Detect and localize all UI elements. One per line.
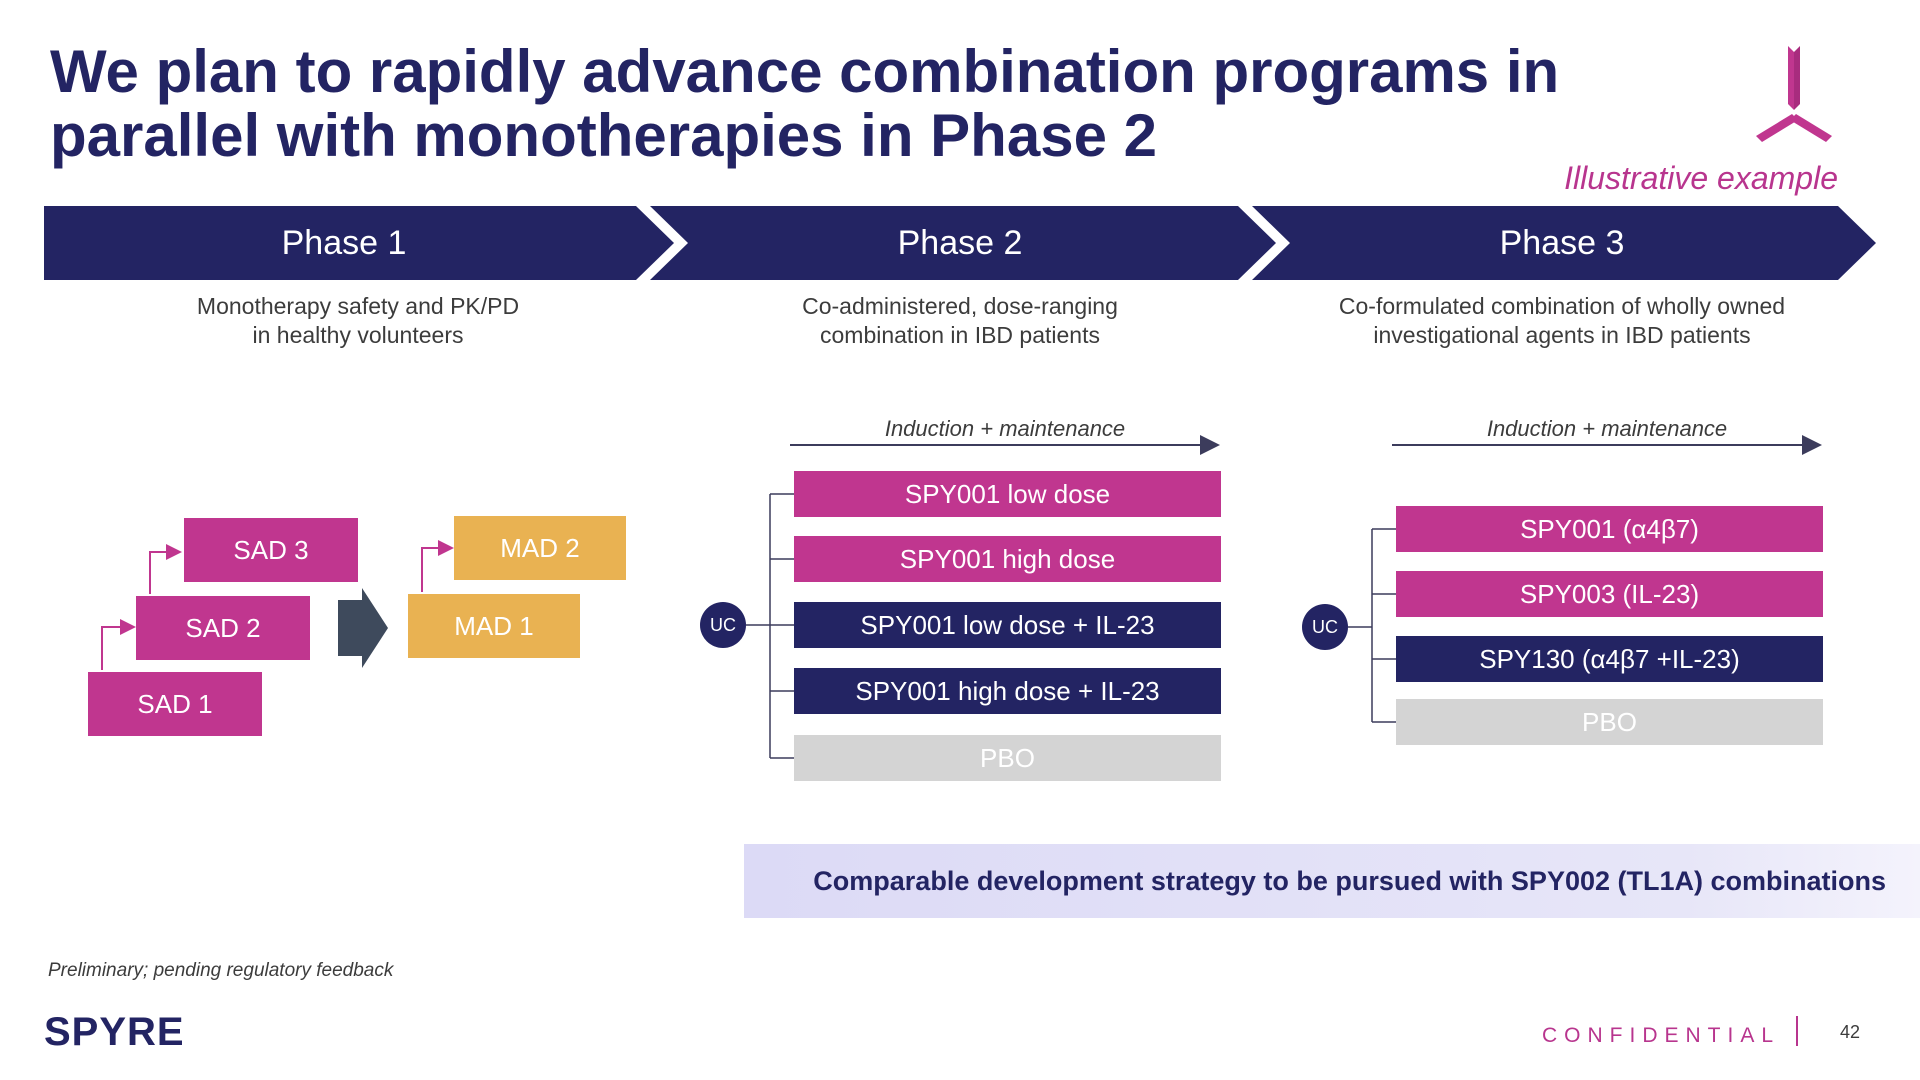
phase-3-induction-label: Induction + maintenance	[1486, 416, 1728, 441]
phase-2-arm-1: SPY001 low dose	[794, 471, 1221, 517]
mad-1-box: MAD 1	[408, 594, 580, 658]
phase-chevron-bar	[44, 206, 1876, 280]
phase-3-uc-node: UC	[1302, 604, 1348, 650]
sad-to-mad-arrow	[338, 588, 388, 668]
sad-3-box: SAD 3	[184, 518, 358, 582]
phase-1-description-line1: Monotherapy safety and PK/PD	[196, 293, 520, 319]
phase-2-description: Co-administered, dose-ranging combinatio…	[710, 292, 1210, 350]
phase-2-arm-pbo: PBO	[794, 735, 1221, 781]
mad-2-box: MAD 2	[454, 516, 626, 580]
strategy-banner: Comparable development strategy to be pu…	[744, 844, 1920, 918]
footer-divider	[1796, 1016, 1798, 1046]
page-number: 42	[1840, 1022, 1861, 1042]
phase-3-label: Phase 3	[1499, 224, 1625, 262]
sad-2-box: SAD 2	[136, 596, 310, 660]
phase-2-uc-node: UC	[700, 602, 746, 648]
phase-2-arm-4: SPY001 high dose + IL-23	[794, 668, 1221, 714]
phase-3-arm-3: SPY130 (α4β7 +IL-23)	[1396, 636, 1823, 682]
confidential-label: CONFIDENTIAL	[1542, 1024, 1781, 1047]
phase-3-description-line1: Co-formulated combination of wholly owne…	[1338, 293, 1786, 319]
illustrative-example-label: Illustrative example	[1564, 160, 1838, 196]
phase-2-description-line2: combination in IBD patients	[820, 322, 1100, 348]
phase-2-arm-2: SPY001 high dose	[794, 536, 1221, 582]
phase-2-description-line1: Co-administered, dose-ranging	[802, 293, 1118, 319]
spyre-wordmark: SPYRE	[44, 1010, 185, 1054]
sad-1-box: SAD 1	[88, 672, 262, 736]
phase-1-description-line2: in healthy volunteers	[252, 322, 464, 348]
phase-1-description: Monotherapy safety and PK/PD in healthy …	[108, 292, 608, 350]
footnote: Preliminary; pending regulatory feedback	[48, 960, 394, 981]
phase-3-description-line2: investigational agents in IBD patients	[1373, 322, 1751, 348]
phase-3-arm-1: SPY001 (α4β7)	[1396, 506, 1823, 552]
phase-2-label: Phase 2	[897, 224, 1023, 262]
page-title: We plan to rapidly advance combination p…	[50, 38, 1560, 169]
phase-2-induction-label: Induction + maintenance	[884, 416, 1126, 441]
phase-3-arm-2: SPY003 (IL-23)	[1396, 571, 1823, 617]
phase-3-description: Co-formulated combination of wholly owne…	[1262, 292, 1862, 350]
phase-1-label: Phase 1	[281, 224, 407, 262]
phase-2-arm-3: SPY001 low dose + IL-23	[794, 602, 1221, 648]
spyre-logo-mark	[1756, 46, 1832, 142]
phase-3-arm-pbo: PBO	[1396, 699, 1823, 745]
